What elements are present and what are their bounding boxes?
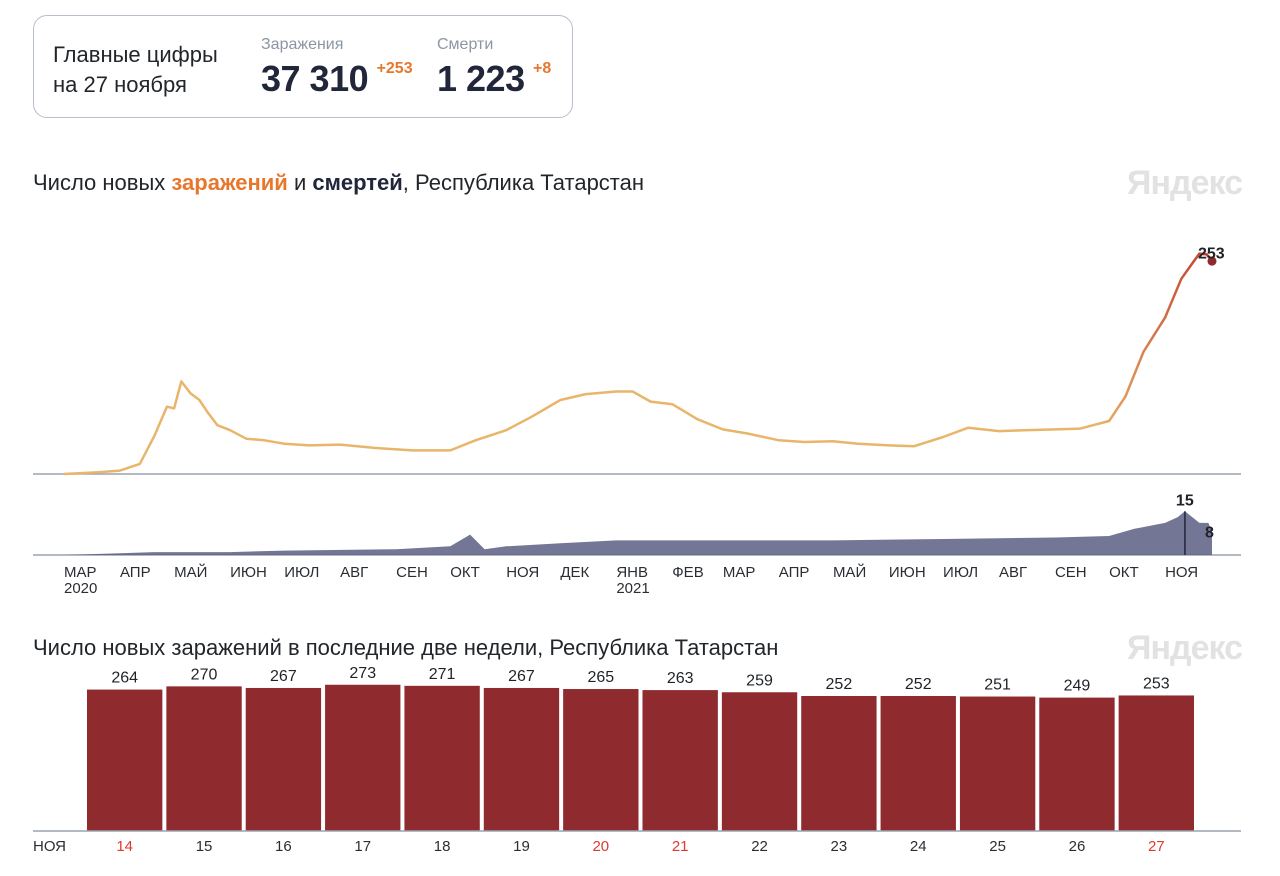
bar <box>880 696 956 831</box>
bar-category-label: 20 <box>592 838 609 855</box>
bar-value-label: 271 <box>429 666 456 683</box>
bar <box>721 692 798 831</box>
bar <box>1118 695 1194 831</box>
month-tick-label: ИЮЛ <box>943 564 978 581</box>
month-tick-label: ФЕВ <box>672 564 703 581</box>
month-tick-label: ИЮН <box>230 564 267 581</box>
bar-value-label: 252 <box>826 676 853 693</box>
bar-category-label: 23 <box>831 838 848 855</box>
summary-heading-line2: на 27 ноября <box>53 72 187 97</box>
bar-month-label: НОЯ <box>33 838 66 855</box>
line-chart-title: Число новых заражений и смертей, Республ… <box>33 170 644 196</box>
infections-end-point <box>1207 256 1217 266</box>
deaths-delta: +8 <box>533 60 552 77</box>
deaths-value: 1 223 <box>437 58 525 99</box>
bar-category-label: 25 <box>989 838 1006 855</box>
bar <box>87 689 163 831</box>
bar-value-label: 252 <box>905 676 932 693</box>
month-tick-label: ОКТ <box>450 564 480 581</box>
bar-category-label: 19 <box>513 838 530 855</box>
bar-value-label: 270 <box>191 666 218 683</box>
month-tick-label: АПР <box>779 564 810 581</box>
bar-value-label: 273 <box>349 665 376 682</box>
month-tick-label: ЯНВ <box>616 564 648 581</box>
bar <box>325 684 401 831</box>
infections-stat: Заражения 37 310 +253 <box>261 36 413 100</box>
bar-category-label: 14 <box>116 838 133 855</box>
month-tick-label: ИЮЛ <box>284 564 319 581</box>
month-tick-label: МАР <box>723 564 756 581</box>
month-tick-label: МАР <box>64 564 97 581</box>
month-tick-label: МАЙ <box>174 563 207 581</box>
bar-value-label: 267 <box>508 668 535 685</box>
bar-value-label: 267 <box>270 668 297 685</box>
bar-chart: 264 14 270 15 267 16 273 17 271 18 267 19 265 20 263 21… <box>33 665 1241 855</box>
month-tick-label: НОЯ <box>506 564 539 581</box>
bar <box>245 687 322 831</box>
bar-category-label: 22 <box>751 838 768 855</box>
infections-label: Заражения <box>261 36 344 53</box>
deaths-area <box>64 511 1212 555</box>
summary-heading-line1: Главные цифры <box>53 42 218 67</box>
bar-value-label: 251 <box>984 677 1011 694</box>
month-tick-label: ИЮН <box>889 564 926 581</box>
bar-chart-title: Число новых заражений в последние две не… <box>33 635 779 660</box>
bar-category-label: 21 <box>672 838 689 855</box>
deaths-label: Смерти <box>437 36 494 53</box>
summary-heading: Главные цифры на 27 ноября <box>53 40 218 100</box>
month-tick-label: ОКТ <box>1109 564 1139 581</box>
bar-category-label: 24 <box>910 838 927 855</box>
bar <box>166 686 242 831</box>
month-tick-label: СЕН <box>396 564 428 581</box>
month-tick-label: АВГ <box>340 564 368 581</box>
month-tick-label: СЕН <box>1055 564 1087 581</box>
bar-value-label: 263 <box>667 670 694 687</box>
deaths-peak-label: 15 <box>1176 492 1194 509</box>
infections-delta: +253 <box>376 60 413 77</box>
bar-category-label: 18 <box>434 838 451 855</box>
title-part-deaths: смертей <box>312 170 403 195</box>
year-tick-label: 2021 <box>616 580 649 597</box>
title-part-infections: заражений <box>171 170 288 195</box>
infections-value: 37 310 <box>261 58 369 99</box>
deaths-end-label: 8 <box>1205 525 1214 542</box>
month-tick-label: АВГ <box>999 564 1027 581</box>
year-tick-label: 2020 <box>64 580 97 597</box>
infections-line <box>63 252 1213 476</box>
yandex-watermark-1: Яндекс <box>1127 164 1243 202</box>
bar-category-label: 15 <box>196 838 213 855</box>
bar <box>1039 697 1115 831</box>
bar-value-label: 265 <box>587 669 614 686</box>
yandex-watermark-2: Яндекс <box>1127 629 1243 667</box>
month-tick-label: ДЕК <box>560 564 589 581</box>
bar-category-label: 17 <box>354 838 371 855</box>
bar-category-label: 16 <box>275 838 292 855</box>
bar-category-label: 27 <box>1148 838 1165 855</box>
bar <box>483 687 560 831</box>
summary-card: Главные цифры на 27 ноября Заражения 37 … <box>33 15 573 118</box>
bar <box>404 685 480 831</box>
bar-value-label: 264 <box>111 670 138 687</box>
month-tick-label: МАЙ <box>833 563 866 581</box>
bar <box>801 696 877 831</box>
bar-value-label: 259 <box>746 672 773 689</box>
title-part-5: , Республика Татарстан <box>402 170 645 195</box>
month-tick-label: АПР <box>120 564 151 581</box>
bar-value-label: 253 <box>1143 675 1170 692</box>
title-part-1: Число новых <box>33 170 172 195</box>
bar-category-label: 26 <box>1069 838 1086 855</box>
bar <box>959 696 1036 831</box>
bar <box>642 690 718 831</box>
title-part-3: и <box>287 170 313 195</box>
month-tick-label: НОЯ <box>1165 564 1198 581</box>
bar-value-label: 249 <box>1064 678 1091 695</box>
bar <box>563 689 639 831</box>
deaths-stat: Смерти 1 223 +8 <box>437 36 551 100</box>
infections-end-label: 253 <box>1198 246 1225 263</box>
